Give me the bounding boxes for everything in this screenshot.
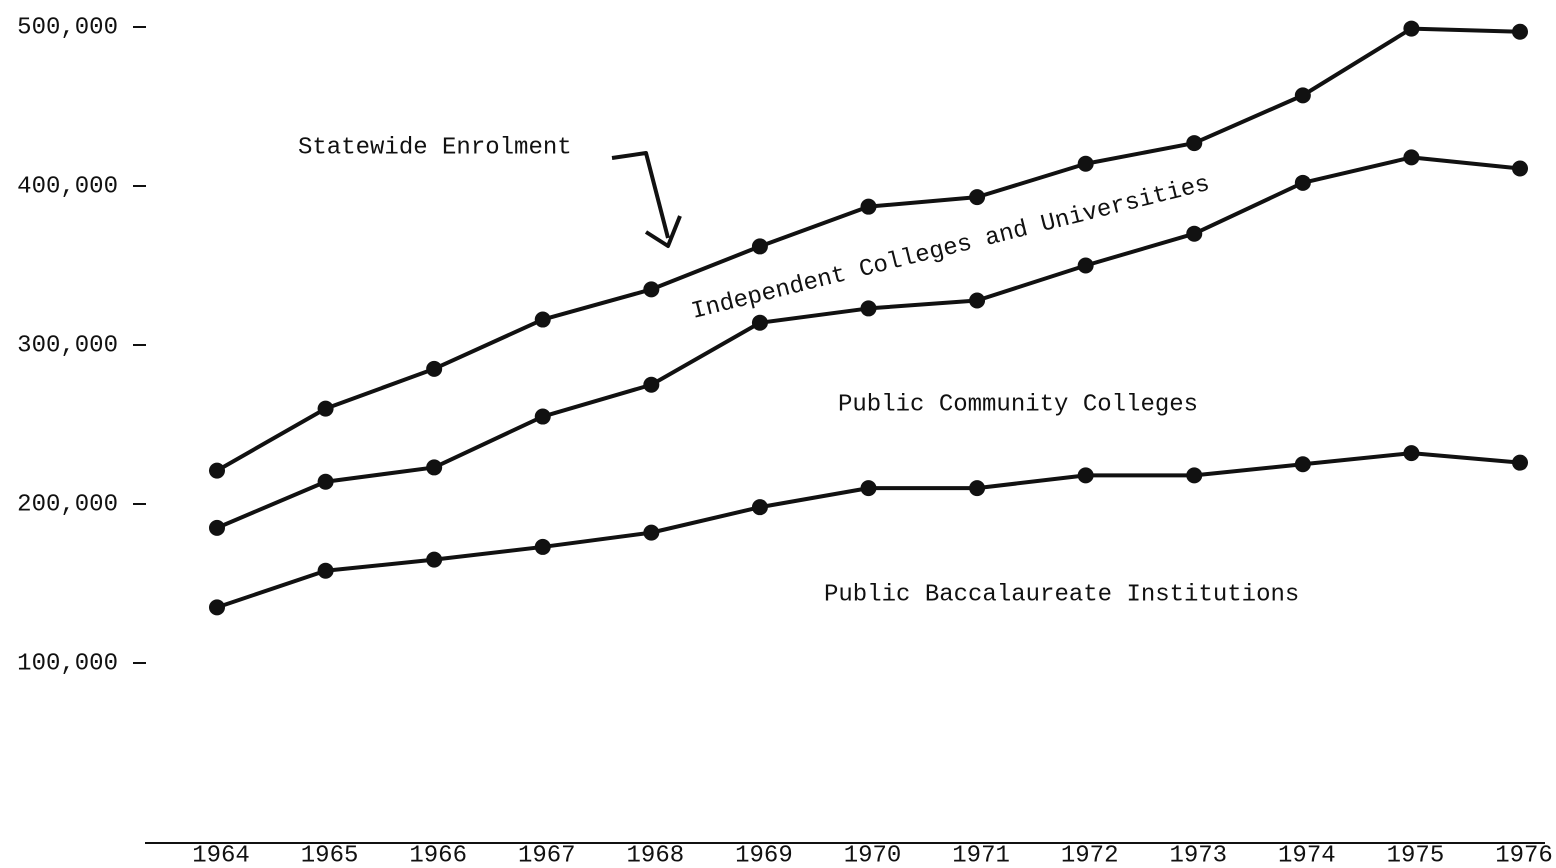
point	[969, 292, 986, 309]
x-tick-label: 1969	[735, 842, 793, 868]
point	[1512, 23, 1528, 40]
point	[643, 281, 660, 298]
x-tick-label: 1976	[1495, 842, 1553, 868]
x-tick-label: 1967	[518, 842, 576, 868]
point	[534, 408, 551, 425]
point	[1077, 467, 1094, 484]
point	[1077, 257, 1094, 274]
point	[1186, 225, 1203, 242]
point	[969, 480, 986, 497]
point	[860, 300, 877, 317]
point	[969, 189, 986, 206]
x-tick-label: 1966	[409, 842, 467, 868]
point	[426, 360, 443, 377]
y-tick-label: 100,000	[17, 650, 118, 677]
point	[534, 311, 551, 328]
point	[534, 538, 551, 555]
y-tick-label: 500,000	[17, 14, 118, 41]
y-tick-label: 300,000	[17, 332, 118, 359]
annotation: Public Community Colleges	[838, 391, 1198, 418]
point	[643, 376, 660, 393]
point	[751, 499, 768, 516]
point	[1294, 174, 1311, 191]
arrow	[611, 151, 682, 248]
x-tick-label: 1971	[952, 842, 1010, 868]
x-tick-label: 1965	[301, 842, 359, 868]
x-tick-label: 1964	[192, 842, 250, 868]
y-tick-label: 400,000	[17, 173, 118, 200]
x-tick-label: 1973	[1169, 842, 1227, 868]
y-tick-label: 200,000	[17, 491, 118, 518]
point	[1403, 149, 1420, 166]
point	[1512, 160, 1528, 177]
series-label: Statewide Enrolment	[298, 134, 572, 161]
x-tick-label: 1968	[627, 842, 685, 868]
point	[860, 198, 877, 215]
point	[1077, 155, 1094, 172]
point	[317, 562, 334, 579]
annotation: Public Baccalaureate Institutions	[824, 581, 1299, 608]
x-tick-label: 1970	[844, 842, 902, 868]
point	[1512, 454, 1528, 471]
x-tick-label: 1974	[1278, 842, 1336, 868]
point	[317, 473, 334, 490]
point	[643, 524, 660, 541]
x-tick-label: 1975	[1387, 842, 1445, 868]
point	[209, 462, 225, 479]
point	[751, 238, 768, 255]
point	[317, 400, 334, 417]
point	[860, 480, 877, 497]
point	[1403, 20, 1420, 37]
point	[1294, 87, 1311, 104]
point	[1186, 135, 1203, 152]
point	[426, 459, 443, 476]
point	[209, 519, 225, 536]
point	[1186, 467, 1203, 484]
x-tick-label: 1972	[1061, 842, 1119, 868]
point	[1294, 456, 1311, 473]
point	[209, 599, 225, 616]
point	[1403, 445, 1420, 462]
point	[426, 551, 443, 568]
point	[751, 314, 768, 331]
